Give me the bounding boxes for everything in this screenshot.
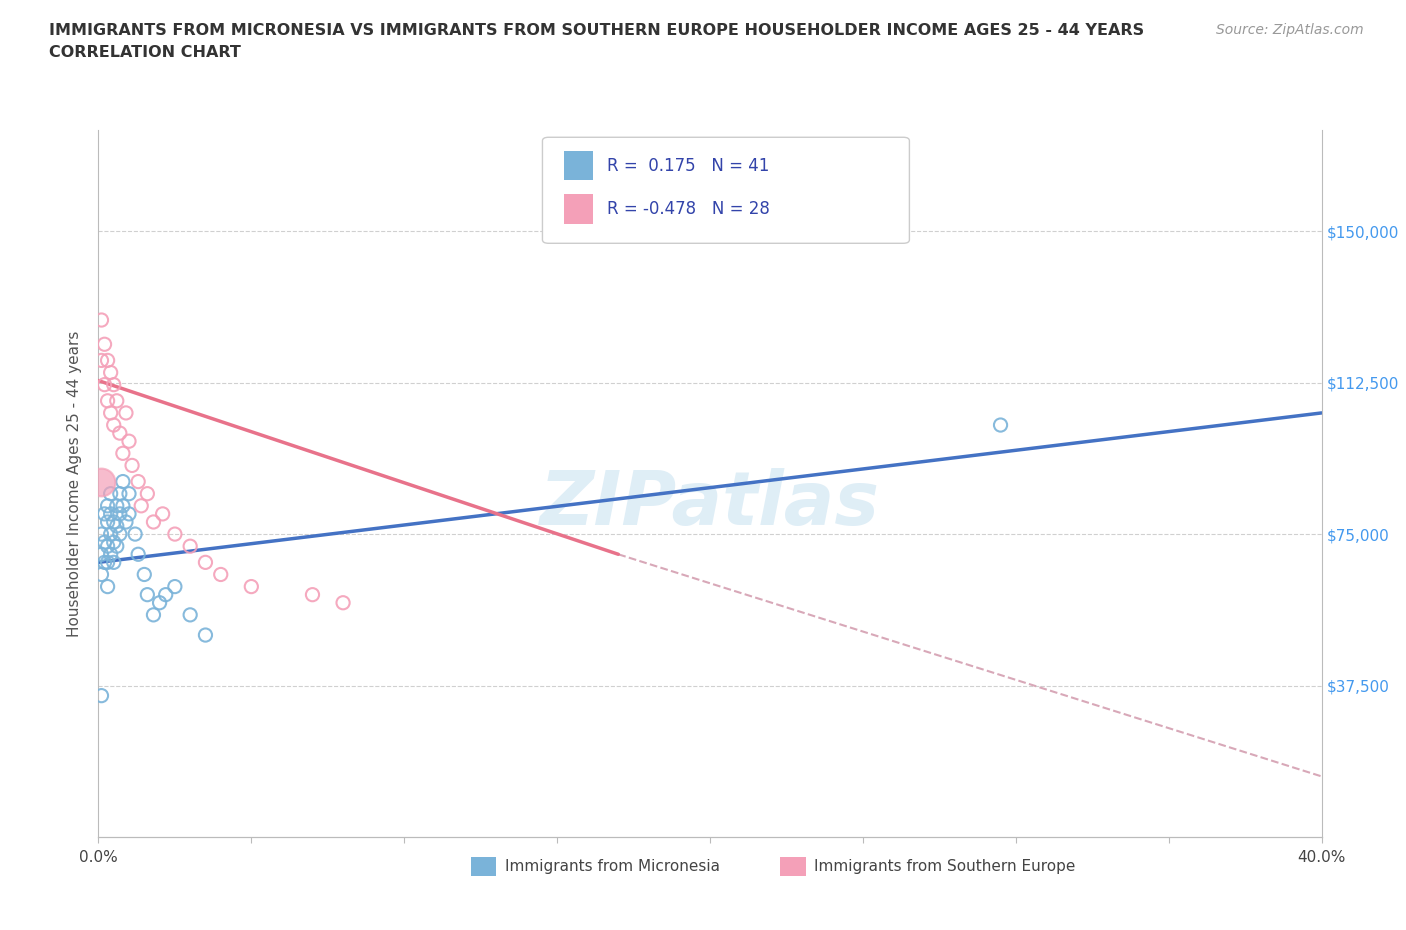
Point	[97, 555, 120, 570]
Point	[124, 526, 146, 541]
Point	[240, 579, 263, 594]
Point	[127, 474, 149, 489]
Point	[100, 405, 122, 420]
Point	[142, 514, 165, 529]
Y-axis label: Householder Income Ages 25 - 44 years: Householder Income Ages 25 - 44 years	[67, 330, 83, 637]
Point	[97, 514, 120, 529]
Point	[111, 445, 134, 460]
Point	[100, 547, 122, 562]
Point	[103, 418, 125, 432]
Point	[93, 535, 115, 550]
Point	[142, 607, 165, 622]
Point	[163, 579, 186, 594]
Point	[90, 526, 112, 541]
Text: R = -0.478   N = 28: R = -0.478 N = 28	[607, 200, 770, 218]
Point	[90, 353, 112, 368]
Point	[100, 526, 122, 541]
Point	[108, 486, 131, 501]
Point	[194, 628, 217, 643]
Point	[103, 555, 125, 570]
Point	[301, 587, 323, 602]
Text: CORRELATION CHART: CORRELATION CHART	[49, 45, 240, 60]
Point	[332, 595, 354, 610]
Point	[179, 538, 201, 553]
Point	[118, 507, 141, 522]
Point	[97, 353, 120, 368]
Point	[105, 393, 128, 408]
Point	[90, 474, 112, 489]
Point	[103, 378, 125, 392]
FancyBboxPatch shape	[564, 194, 592, 224]
Text: Immigrants from Micronesia: Immigrants from Micronesia	[505, 859, 720, 874]
Point	[103, 514, 125, 529]
Point	[136, 587, 159, 602]
Point	[127, 547, 149, 562]
Point	[163, 526, 186, 541]
FancyBboxPatch shape	[780, 857, 806, 876]
Point	[100, 507, 122, 522]
Point	[97, 393, 120, 408]
Point	[152, 507, 174, 522]
Point	[90, 312, 112, 327]
Point	[100, 365, 122, 380]
Point	[108, 507, 131, 522]
Text: R =  0.175   N = 41: R = 0.175 N = 41	[607, 156, 769, 175]
Point	[118, 486, 141, 501]
Point	[105, 498, 128, 513]
Point	[90, 547, 112, 562]
Text: ZIPatlas: ZIPatlas	[540, 469, 880, 541]
Point	[108, 426, 131, 441]
Point	[97, 538, 120, 553]
FancyBboxPatch shape	[543, 138, 910, 244]
Point	[194, 555, 217, 570]
Text: Immigrants from Southern Europe: Immigrants from Southern Europe	[814, 859, 1076, 874]
Point	[129, 498, 152, 513]
Point	[93, 378, 115, 392]
Point	[121, 458, 143, 472]
Point	[990, 418, 1012, 432]
Point	[93, 555, 115, 570]
Text: IMMIGRANTS FROM MICRONESIA VS IMMIGRANTS FROM SOUTHERN EUROPE HOUSEHOLDER INCOME: IMMIGRANTS FROM MICRONESIA VS IMMIGRANTS…	[49, 23, 1144, 38]
Point	[118, 433, 141, 448]
Point	[105, 538, 128, 553]
Point	[105, 519, 128, 534]
Point	[103, 535, 125, 550]
Point	[209, 567, 232, 582]
Text: Source: ZipAtlas.com: Source: ZipAtlas.com	[1216, 23, 1364, 37]
Point	[149, 595, 172, 610]
Point	[90, 567, 112, 582]
Point	[90, 688, 112, 703]
Point	[155, 587, 177, 602]
Point	[108, 526, 131, 541]
FancyBboxPatch shape	[564, 151, 592, 180]
Point	[97, 579, 120, 594]
Point	[134, 567, 156, 582]
Point	[136, 486, 159, 501]
Point	[115, 405, 138, 420]
Point	[111, 498, 134, 513]
Point	[97, 498, 120, 513]
Point	[93, 507, 115, 522]
Point	[93, 337, 115, 352]
Point	[100, 486, 122, 501]
FancyBboxPatch shape	[471, 857, 496, 876]
Point	[111, 474, 134, 489]
Point	[115, 514, 138, 529]
Point	[179, 607, 201, 622]
